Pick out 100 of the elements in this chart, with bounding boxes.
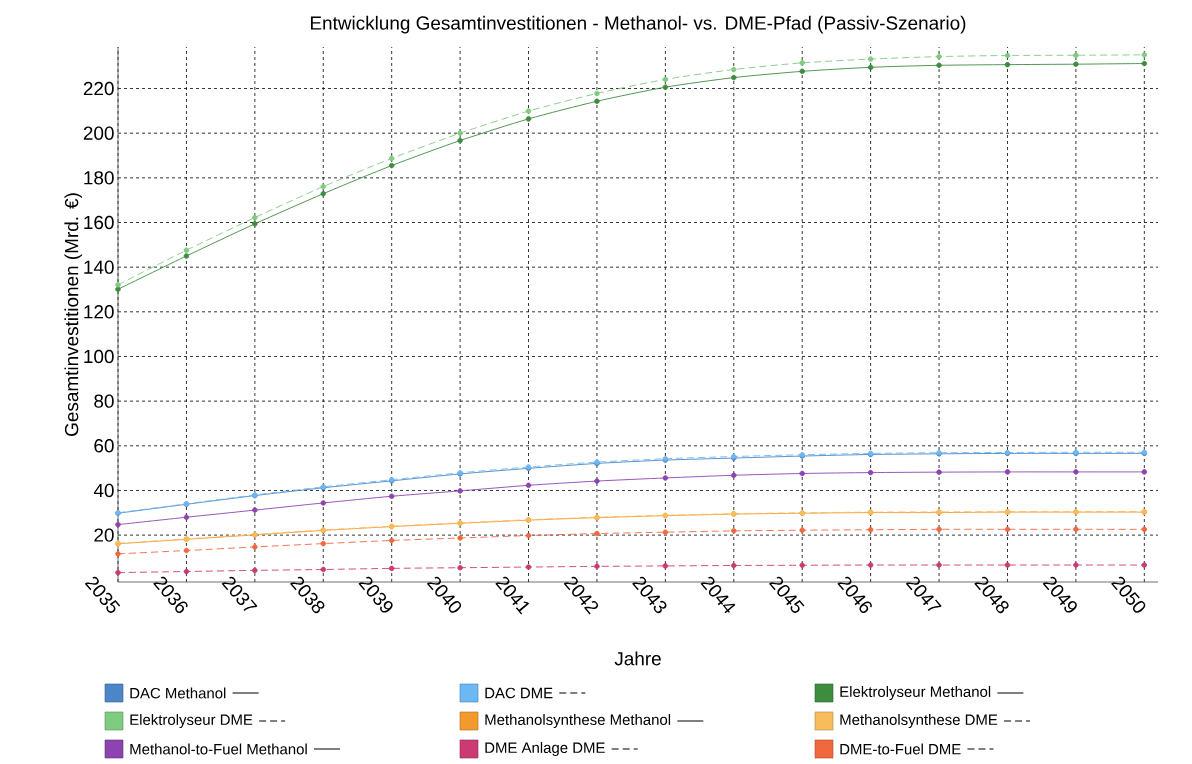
point (936, 562, 942, 568)
point (183, 568, 190, 575)
point (867, 562, 874, 568)
point (1141, 52, 1148, 58)
y-tick-label: 120 (84, 305, 114, 319)
point (594, 563, 600, 570)
point (388, 493, 395, 499)
point (1004, 61, 1011, 68)
x-axis-title: Jahre (614, 651, 661, 666)
point (525, 564, 532, 570)
y-tick-label: 180 (84, 171, 114, 185)
point (731, 528, 737, 534)
point (1004, 469, 1011, 475)
point (1073, 52, 1079, 58)
legend-label: Methanolsynthese DME (840, 714, 998, 728)
point (594, 90, 600, 97)
y-tick-label: 40 (93, 483, 114, 498)
legend-label: Elektrolyseur Methanol (840, 686, 991, 700)
point (183, 514, 190, 520)
point (799, 470, 805, 477)
y-tick-label: 80 (94, 394, 114, 408)
y-tick-label: 140 (84, 260, 114, 274)
point (936, 62, 942, 69)
point (1141, 469, 1148, 475)
point (457, 535, 463, 541)
point (1141, 562, 1148, 568)
legend-label: Methanolsynthese Methanol (485, 714, 671, 728)
point (799, 527, 805, 533)
point (594, 530, 600, 537)
point (731, 74, 737, 81)
point (731, 472, 737, 479)
point (731, 562, 737, 569)
chart-title: Entwicklung Gesamtinvestitionen - Methanol- vs. DME-Pfad (Passiv-Szenario) (310, 15, 966, 34)
point (320, 540, 327, 547)
point (115, 282, 121, 288)
point (457, 130, 463, 136)
point (183, 547, 190, 554)
legend-label: Methanol-to-Fuel Methanol (130, 743, 307, 755)
y-tick-label: 20 (94, 528, 114, 542)
point (320, 500, 327, 506)
point (457, 137, 463, 144)
point (115, 521, 121, 528)
point (388, 162, 395, 169)
point (388, 565, 395, 572)
point (320, 190, 327, 197)
point (525, 532, 532, 539)
legend-label: DAC Methanol (130, 687, 226, 699)
point (594, 478, 600, 484)
legend-label: Elektrolyseur DME (130, 714, 253, 728)
point (799, 60, 805, 66)
point (936, 469, 942, 475)
point (1141, 526, 1148, 533)
point (662, 563, 669, 569)
point (115, 551, 121, 557)
point (388, 537, 395, 544)
y-tick-label: 220 (83, 81, 114, 96)
point (1004, 52, 1011, 59)
point (867, 469, 874, 476)
point (594, 98, 600, 104)
point (252, 544, 258, 550)
point (525, 116, 532, 122)
point (936, 53, 942, 60)
point (731, 66, 737, 73)
y-tick-label: 100 (84, 349, 114, 364)
point (867, 527, 874, 533)
point (867, 64, 874, 71)
point (457, 564, 463, 571)
point (799, 562, 805, 568)
point (388, 155, 395, 162)
point (799, 68, 805, 75)
point (662, 84, 669, 90)
point (252, 567, 258, 574)
point (662, 529, 669, 535)
point (1073, 469, 1079, 475)
point (1141, 60, 1148, 67)
point (1004, 562, 1011, 568)
y-tick-label: 60 (94, 439, 114, 453)
point (1073, 61, 1079, 67)
point (1073, 526, 1079, 533)
y-tick-label: 200 (83, 126, 114, 140)
point (936, 526, 942, 533)
point (183, 247, 190, 253)
point (662, 475, 669, 481)
point (252, 221, 258, 227)
point (115, 569, 121, 576)
point (1004, 526, 1011, 533)
y-tick-label: 160 (84, 215, 114, 230)
y-axis-title: Gesamtinvestitionen (Mrd. €) (64, 193, 83, 436)
legend-label: DME-to-Fuel DME (840, 743, 961, 755)
point (115, 286, 121, 293)
point (457, 488, 463, 494)
point (867, 56, 874, 62)
point (320, 183, 327, 190)
point (252, 214, 258, 221)
point (1073, 562, 1079, 568)
point (525, 482, 532, 489)
point (252, 507, 258, 513)
point (183, 253, 190, 259)
legend-label: DAC DME (485, 687, 553, 699)
legend-label: DME Anlage DME (485, 742, 605, 756)
